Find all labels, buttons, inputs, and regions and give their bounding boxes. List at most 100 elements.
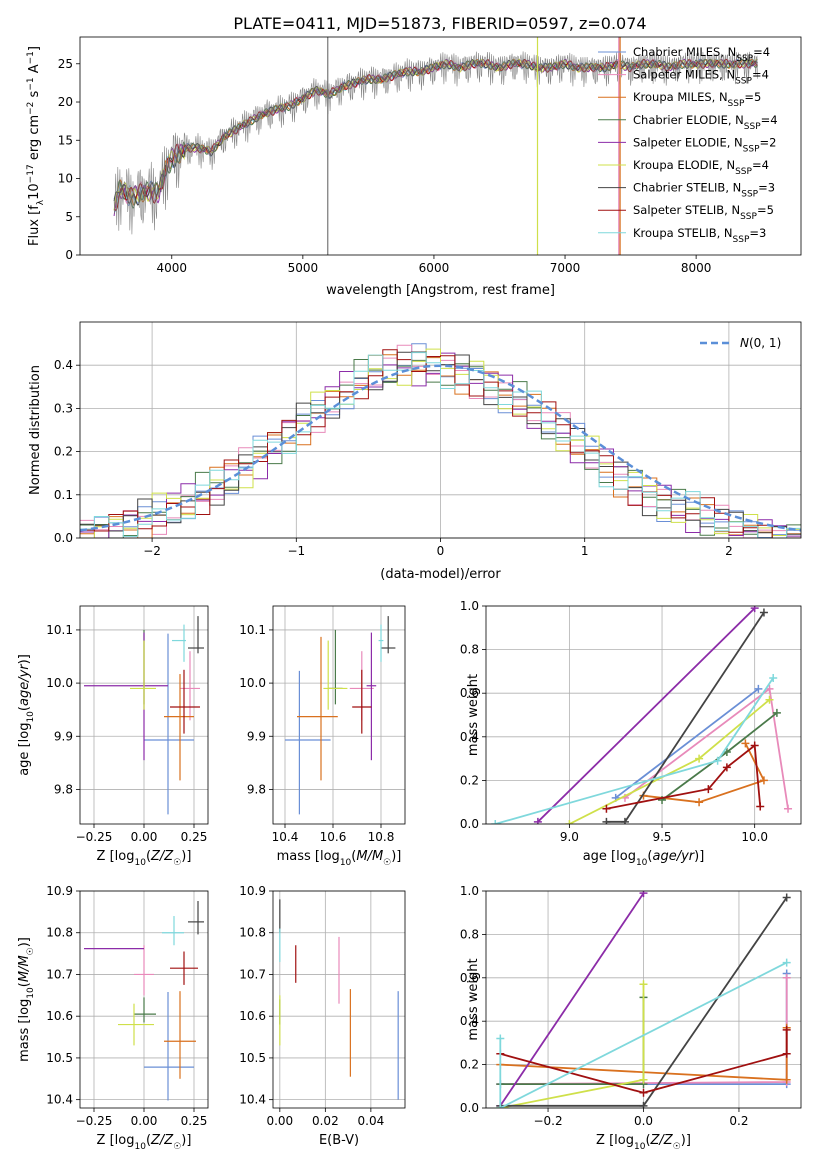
x-tick-label: −0.25: [76, 1114, 113, 1128]
x-tick-label: 6000: [419, 261, 450, 275]
legend-text: Kroupa ELODIE, N: [633, 158, 735, 172]
residual-histogram-step: [80, 348, 801, 538]
x-tick-label: 0.04: [358, 1114, 385, 1128]
mass-weight-marker: [782, 958, 791, 967]
y-axis-label-part: ☉: [26, 947, 36, 955]
legend-entry: Kroupa MILES, NSSP=5: [633, 90, 761, 109]
legend-subscript: SSP: [735, 167, 752, 177]
legend-subscript: SSP: [743, 144, 760, 154]
mass-vs-metallicity-plot: −0.25 0.00 0.25 10.4 10.5 10.6 10.7 10.8 10.9 Z […: [17, 884, 209, 1152]
mass-weight-line: [624, 687, 789, 809]
mass-weight-line: [643, 742, 766, 804]
x-tick-label: 5000: [288, 261, 319, 275]
observed-spectrum-line: [113, 51, 758, 235]
mass-weight-marker: [695, 798, 704, 807]
y-tick-label: 10.4: [239, 1093, 266, 1107]
legend-subscript: SSP: [735, 77, 752, 87]
y-axis-label-part: A: [27, 64, 42, 77]
mass-weight-marker: [639, 891, 648, 898]
plot-area: [84, 616, 204, 815]
mass-weight-line: [500, 1029, 788, 1094]
x-axis-label-part: age/yr: [652, 849, 695, 864]
y-tick-label: 1.0: [460, 884, 479, 898]
y-axis-label-part: −1: [26, 51, 36, 64]
x-axis-label: Z [log10(Z/Z☉)]: [97, 849, 192, 868]
x-axis-label-part: )]: [694, 849, 704, 864]
mass-weight-marker: [765, 695, 774, 704]
x-axis-label-part: )]: [181, 849, 191, 864]
x-axis-label-part: M/M: [356, 849, 383, 864]
mass-weight-marker: [533, 817, 542, 824]
mass-weight-vs-age-plot: 9.0 9.5 10.0 0.0 0.2 0.4 0.6 0.8 1.0 age [log10(a…: [460, 599, 802, 868]
y-tick-label: 10.8: [46, 926, 73, 940]
y-tick-label: 0.2: [460, 1058, 479, 1072]
legend-value: =4: [752, 68, 769, 82]
normal-distribution-curve: [80, 364, 801, 532]
x-axis-label-part: age [log: [583, 849, 636, 864]
residual-histogram-step: [80, 352, 801, 538]
x-axis-label-part: 10: [634, 1142, 646, 1152]
y-tick-label: 10: [58, 172, 73, 186]
y-tick-label: 0.8: [460, 643, 479, 657]
x-tick-label: 0: [437, 544, 445, 558]
y-tick-label: 0.6: [460, 686, 479, 700]
x-axis-label-part: ☉: [673, 1142, 681, 1152]
legend-text: Salpeter ELODIE, N: [633, 135, 743, 149]
mass-weight-marker: [782, 1075, 791, 1084]
legend-value: =2: [760, 135, 777, 149]
plot-area: [84, 901, 204, 1101]
legend-entry: Salpeter ELODIE, NSSP=2: [633, 135, 776, 154]
legend-entry: Chabrier MILES, NSSP=4: [633, 45, 770, 64]
mass-weight-line: [606, 743, 762, 810]
y-axis-label: Normed distribution: [28, 365, 43, 495]
residuals-histogram-plot: −2 −1 0 1 2 0.0 0.1 0.2 0.3 0.4 N(0, 1) (data-model…: [28, 321, 802, 582]
y-tick-label: 0.6: [460, 971, 479, 985]
figure-title: PLATE=0411, MJD=51873, FIBERID=0597, z=0…: [233, 14, 646, 33]
legend-entry: Kroupa ELODIE, NSSP=4: [633, 158, 769, 177]
plot-area: [285, 616, 396, 815]
y-axis-label-part: −17: [26, 164, 36, 183]
y-axis-label-part: s: [27, 90, 42, 101]
x-tick-label: 10.4: [272, 830, 299, 844]
mass-weight-marker: [759, 608, 768, 617]
y-tick-label: 10.9: [239, 884, 266, 898]
y-tick-label: 9.9: [54, 729, 73, 743]
x-tick-label: 0.02: [312, 1114, 339, 1128]
y-tick-label: 0.2: [54, 445, 73, 459]
x-axis-label-part: (: [647, 849, 652, 864]
legend-text: Salpeter MILES, N: [633, 68, 735, 82]
x-axis-label: age [log10(age/yr)]: [583, 849, 705, 868]
x-tick-label: 0.00: [131, 1114, 158, 1128]
y-axis-label-part: M/M: [17, 955, 32, 982]
y-tick-label: 10.0: [46, 676, 73, 690]
x-axis-label-part: (: [146, 1133, 151, 1148]
y-axis-label-part: ]: [27, 46, 42, 51]
y-axis-label-part: erg cm: [27, 115, 42, 164]
y-tick-label: 25: [58, 57, 73, 71]
age-vs-mass-plot: 10.4 10.6 10.8 9.8 9.9 10.0 10.1 mass [log10(M/…: [239, 605, 406, 868]
legend-value: =4: [753, 45, 770, 59]
y-tick-label: 15: [58, 133, 73, 147]
y-tick-label: 10.0: [239, 676, 266, 690]
x-axis-label-part: (: [645, 1133, 650, 1148]
model-spectrum-line: [113, 58, 758, 206]
mass-weight-line: [537, 607, 756, 823]
x-tick-label: 10.0: [741, 830, 768, 844]
x-axis-label: mass [log10(M/M☉)]: [277, 849, 402, 868]
mass-weight-marker: [565, 820, 574, 824]
y-tick-label: 9.8: [247, 782, 266, 796]
legend-value: =3: [758, 181, 775, 195]
x-tick-label: 8000: [681, 261, 712, 275]
x-axis-label-part: )]: [181, 1133, 191, 1148]
y-tick-label: 0.4: [54, 358, 73, 372]
mass-weight-marker: [713, 756, 722, 765]
legend-entry: N(0, 1): [740, 336, 781, 350]
mass-weight-marker: [602, 817, 611, 824]
y-axis-label-part: age [log: [17, 723, 32, 776]
mass-vs-extinction-plot: 0.00 0.02 0.04 10.4 10.5 10.6 10.7 10.8 10.9 E(B-…: [239, 884, 406, 1148]
y-tick-label: 9.8: [54, 782, 73, 796]
x-axis-label-part: Z [log: [97, 849, 135, 864]
y-axis-label-part: )]: [17, 937, 32, 947]
mass-weight-marker: [750, 606, 759, 613]
